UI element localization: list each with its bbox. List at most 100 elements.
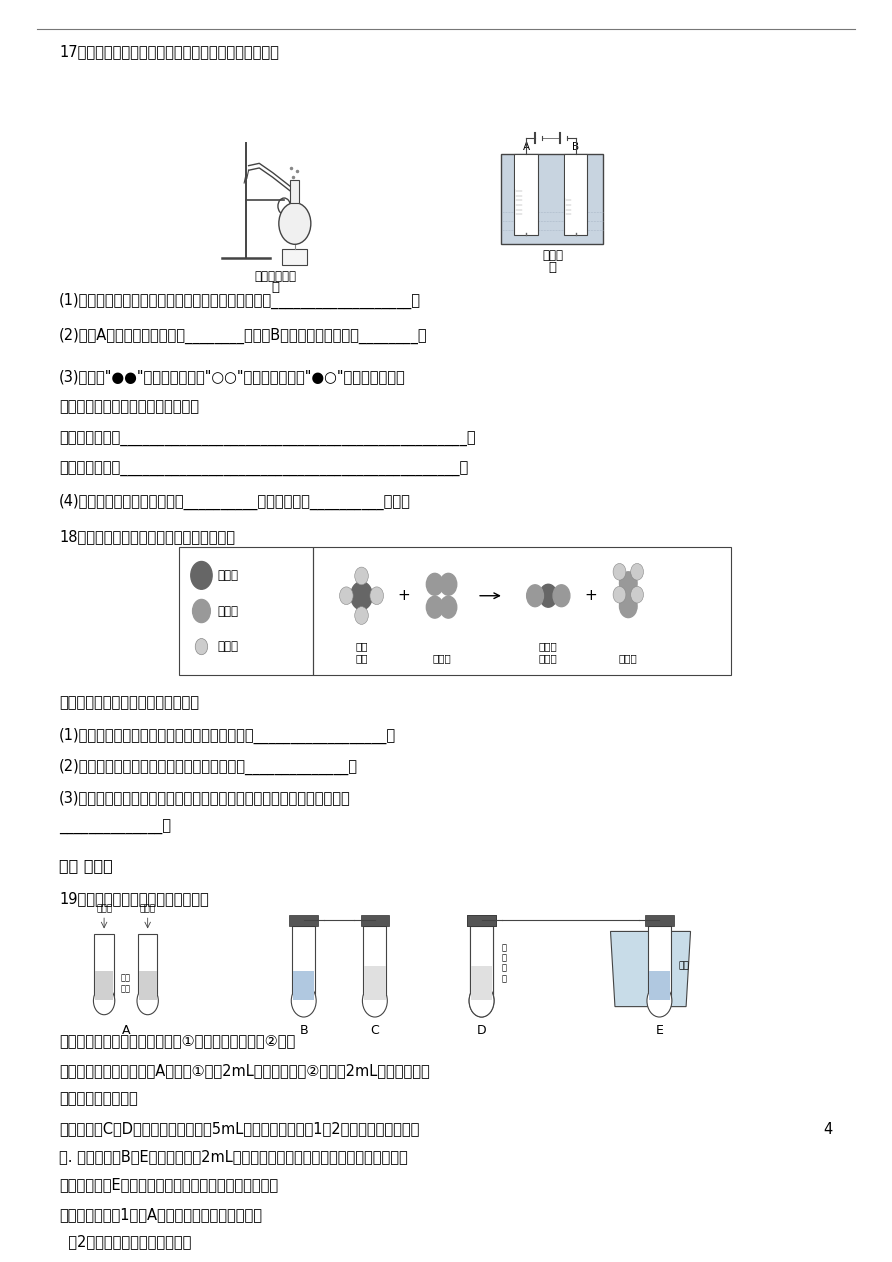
Bar: [364, 965, 385, 1000]
Text: 水通电: 水通电: [542, 249, 563, 262]
Bar: [501, 154, 603, 245]
Text: 氧分子: 氧分子: [433, 652, 451, 663]
Text: (3)如果用"●●"表示氢分子，用"○○"表示氧分子，用"●○"表示水分子，请: (3)如果用"●●"表示氢分子，用"○○"表示氧分子，用"●○"表示水分子，请: [59, 370, 406, 384]
Text: 乙: 乙: [549, 260, 557, 274]
Bar: [565, 154, 588, 235]
Bar: [293, 970, 314, 1000]
Bar: [139, 972, 157, 1000]
Text: D: D: [476, 1023, 486, 1037]
Circle shape: [355, 607, 368, 625]
Bar: [291, 179, 300, 203]
Text: 热水: 热水: [679, 962, 690, 970]
Text: A: A: [523, 141, 530, 151]
Text: 水分子: 水分子: [619, 652, 638, 663]
Bar: [515, 154, 538, 235]
Bar: [283, 249, 307, 265]
Text: 到的现象为　　　。: 到的现象为 。: [59, 1092, 138, 1106]
Text: 4: 4: [823, 1122, 833, 1137]
Bar: [470, 925, 493, 1001]
Circle shape: [526, 584, 543, 607]
Circle shape: [370, 587, 384, 604]
Bar: [363, 925, 386, 1001]
Bar: [293, 925, 315, 1001]
Text: 甲图变化过程：_______________________________________________；: 甲图变化过程：_________________________________…: [59, 432, 475, 447]
Text: 酚酞
溶液: 酚酞 溶液: [121, 974, 131, 993]
Circle shape: [351, 582, 372, 610]
Bar: [360, 915, 389, 925]
Bar: [290, 915, 318, 925]
Text: 浓氨水: 浓氨水: [140, 904, 156, 912]
Text: +: +: [398, 588, 410, 603]
Text: 甲: 甲: [271, 281, 279, 294]
Bar: [471, 965, 492, 1000]
Text: 甲烷
分子: 甲烷 分子: [355, 641, 368, 663]
Text: 氢原子: 氢原子: [218, 640, 238, 654]
Text: (1)从宏观上甲、乙两图所示的两种变化的本质不同是___________________。: (1)从宏观上甲、乙两图所示的两种变化的本质不同是_______________…: [59, 293, 421, 309]
Bar: [648, 925, 671, 1001]
Text: 酚酞
溶液: 酚酞 溶液: [369, 974, 380, 994]
Bar: [516, 156, 537, 189]
Text: 步骤二：向C、D两支试管中分别加入5mL的蒸馏水，各滴入1～2滴无色酚酞溶液，振: 步骤二：向C、D两支试管中分别加入5mL的蒸馏水，各滴入1～2滴无色酚酞溶液，振: [59, 1121, 419, 1136]
Circle shape: [191, 562, 212, 589]
Text: 乙图变化过程：______________________________________________。: 乙图变化过程：_________________________________…: [59, 462, 468, 477]
Circle shape: [553, 584, 570, 607]
Text: 【分析讨论】（1）由A实验得出的结论是　　　。: 【分析讨论】（1）由A实验得出的结论是 。: [59, 1206, 262, 1222]
Circle shape: [94, 987, 115, 1015]
Bar: [467, 915, 496, 925]
Text: 请通过比较、归纳，回答下列问题：: 请通过比较、归纳，回答下列问题：: [59, 695, 199, 711]
Bar: [95, 934, 114, 1001]
Circle shape: [426, 596, 443, 618]
Text: (1)一个甲烷分子和一个二氧化碳分子的不同点是__________________。: (1)一个甲烷分子和一个二氧化碳分子的不同点是_________________…: [59, 728, 396, 745]
Text: ②: ②: [144, 979, 152, 988]
Circle shape: [279, 203, 310, 245]
Text: 19．如下图是李明同学设计的实验：: 19．如下图是李明同学设计的实验：: [59, 891, 209, 906]
Circle shape: [647, 984, 672, 1017]
Text: 浓氨
水: 浓氨 水: [654, 974, 665, 994]
Text: 18．下图是甲烷与氧气反应的微观示意图：: 18．下图是甲烷与氧气反应的微观示意图：: [59, 529, 235, 544]
Circle shape: [613, 563, 626, 581]
Text: +: +: [584, 588, 598, 603]
Text: 酚
酞
溶
液: 酚 酞 溶 液: [501, 943, 506, 983]
Text: 【实验目的】该实验是为了探究①分子在不断运动；②　。: 【实验目的】该实验是为了探究①分子在不断运动；② 。: [59, 1034, 295, 1049]
Bar: [470, 925, 493, 1001]
Circle shape: [631, 563, 643, 581]
Text: C: C: [370, 1023, 379, 1037]
Text: (4)写出乙图变化的文字表达式__________，该反应属于__________反应。: (4)写出乙图变化的文字表达式__________，该反应属于_________…: [59, 495, 411, 510]
Circle shape: [540, 584, 558, 607]
Text: 酚酞
溶液: 酚酞 溶液: [476, 974, 487, 994]
Text: 【实验步骤】步骤一：向A中试管①滴加2mL蒸馏水，试管②中滴加2mL浓氨水，观察: 【实验步骤】步骤一：向A中试管①滴加2mL蒸馏水，试管②中滴加2mL浓氨水，观察: [59, 1064, 430, 1078]
Circle shape: [469, 984, 494, 1017]
Text: 17．下图是水的两种变化，请结合图示回答下列问题：: 17．下图是水的两种变化，请结合图示回答下列问题：: [59, 44, 279, 59]
Circle shape: [631, 587, 643, 603]
Circle shape: [362, 984, 387, 1017]
Circle shape: [137, 987, 159, 1015]
Circle shape: [426, 573, 443, 596]
Text: ______________。: ______________。: [59, 820, 171, 835]
Text: 你用这些图示画出这两种变化的过程: 你用这些图示画出这两种变化的过程: [59, 399, 199, 414]
Bar: [312, 548, 731, 675]
Text: (2)检验A处产生的气体方法是________；检验B处产生的气体方法是________。: (2)检验A处产生的气体方法是________；检验B处产生的气体方法是____…: [59, 328, 428, 343]
Text: 加热使水沸腾: 加热使水沸腾: [254, 270, 296, 283]
Circle shape: [440, 573, 457, 596]
Circle shape: [355, 567, 368, 584]
Polygon shape: [610, 931, 690, 1007]
Circle shape: [619, 594, 637, 617]
Text: ①: ①: [100, 979, 108, 988]
Text: (2)氧分子、二氧化碳分子、水分子的相同点是______________。: (2)氧分子、二氧化碳分子、水分子的相同点是______________。: [59, 758, 359, 775]
Text: 荡. 步骤三：在B、E试管分别加入2mL浓氨水，立即用带橡皮塞的导管，并按实验图: 荡. 步骤三：在B、E试管分别加入2mL浓氨水，立即用带橡皮塞的导管，并按实验图: [59, 1148, 408, 1164]
Circle shape: [613, 587, 626, 603]
Text: 碳原子: 碳原子: [218, 569, 238, 582]
Text: A: A: [121, 1023, 130, 1037]
Bar: [179, 548, 312, 675]
Circle shape: [193, 599, 211, 622]
Text: 蒸馏水: 蒸馏水: [96, 904, 112, 912]
Text: （2）步骤三观察到的现象是。: （2）步骤三观察到的现象是。: [59, 1234, 192, 1249]
Text: 氧原子: 氧原子: [218, 604, 238, 617]
Text: B: B: [573, 141, 580, 151]
Text: B: B: [300, 1023, 308, 1037]
Bar: [138, 934, 158, 1001]
Circle shape: [619, 572, 637, 594]
Bar: [648, 970, 670, 1000]
Bar: [566, 156, 587, 198]
Bar: [645, 915, 673, 925]
